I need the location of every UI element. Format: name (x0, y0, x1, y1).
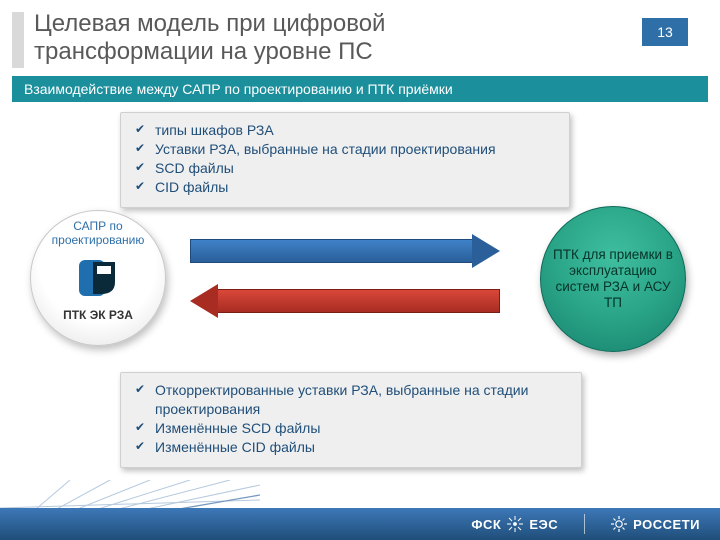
page-title: Целевая модель при цифровой трансформаци… (34, 10, 385, 65)
rosseti-text: РОССЕТИ (633, 517, 700, 532)
cad-system-node: САПР по проектированию ПТК ЭК РЗА (30, 210, 166, 346)
title-line1: Целевая модель при цифровой (34, 10, 385, 37)
rosseti-icon (611, 516, 627, 532)
arrow-backward-head-icon (190, 284, 218, 318)
arrow-backward (190, 284, 500, 318)
list-item: Уставки РЗА, выбранные на стадии проекти… (135, 140, 555, 159)
list-item: типы шкафов РЗА (135, 121, 555, 140)
title-line2: трансформации на уровне ПС (34, 38, 373, 65)
fsk-ees-logo: ФСК ЕЭС (471, 516, 558, 532)
ptk-label: ПТК для приемки в эксплуатацию систем РЗ… (553, 247, 673, 312)
list-item: Изменённые SCD файлы (135, 419, 567, 438)
ptk-acceptance-node: ПТК для приемки в эксплуатацию систем РЗ… (540, 206, 686, 352)
cad-top-label: САПР по проектированию (52, 219, 145, 248)
subtitle-bar: Взаимодействие между САПР по проектирова… (12, 76, 708, 102)
return-data-list: Откорректированные уставки РЗА, выбранны… (135, 381, 567, 457)
fsk-text: ФСК (471, 517, 501, 532)
footer-logos: ФСК ЕЭС (471, 511, 700, 537)
ees-text: ЕЭС (529, 517, 558, 532)
arrow-forward-head-icon (472, 234, 500, 268)
forward-data-list: типы шкафов РЗА Уставки РЗА, выбранные н… (135, 121, 555, 197)
cad-logo-icon (69, 254, 127, 302)
return-data-box: Откорректированные уставки РЗА, выбранны… (120, 372, 582, 468)
footer: ФСК ЕЭС (0, 480, 720, 540)
spark-icon (507, 516, 523, 532)
page-number-badge: 13 (642, 18, 688, 46)
list-item: Откорректированные уставки РЗА, выбранны… (135, 381, 567, 419)
arrow-backward-shaft (216, 289, 500, 313)
footer-separator (584, 514, 585, 534)
subtitle-text: Взаимодействие между САПР по проектирова… (24, 81, 453, 97)
list-item: CID файлы (135, 178, 555, 197)
arrow-forward-shaft (190, 239, 474, 263)
list-item: Изменённые CID файлы (135, 438, 567, 457)
arrow-forward (190, 234, 500, 268)
title-accent-bar (12, 12, 24, 68)
forward-data-box: типы шкафов РЗА Уставки РЗА, выбранные н… (120, 112, 570, 208)
rosseti-logo: РОССЕТИ (611, 516, 700, 532)
list-item: SCD файлы (135, 159, 555, 178)
page-number: 13 (657, 24, 673, 40)
cad-bottom-label: ПТК ЭК РЗА (63, 308, 133, 322)
